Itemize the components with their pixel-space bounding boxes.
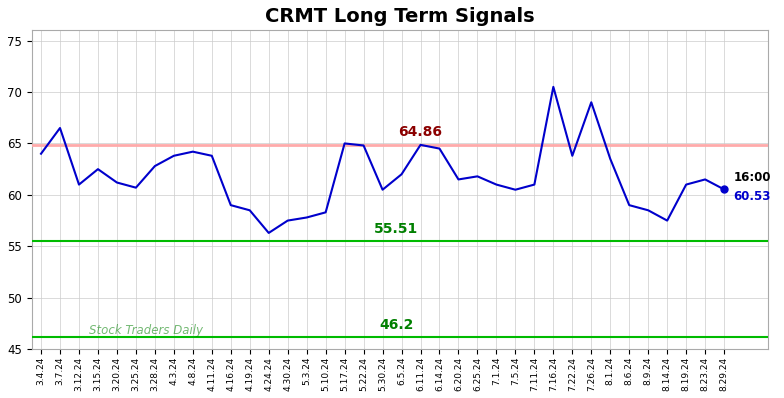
Title: CRMT Long Term Signals: CRMT Long Term Signals: [265, 7, 535, 26]
Text: Stock Traders Daily: Stock Traders Daily: [89, 324, 203, 337]
Text: 64.86: 64.86: [398, 125, 442, 139]
Text: 46.2: 46.2: [379, 318, 413, 332]
Text: 60.53: 60.53: [734, 190, 771, 203]
Text: 16:00: 16:00: [734, 171, 771, 184]
Text: 55.51: 55.51: [374, 222, 419, 236]
